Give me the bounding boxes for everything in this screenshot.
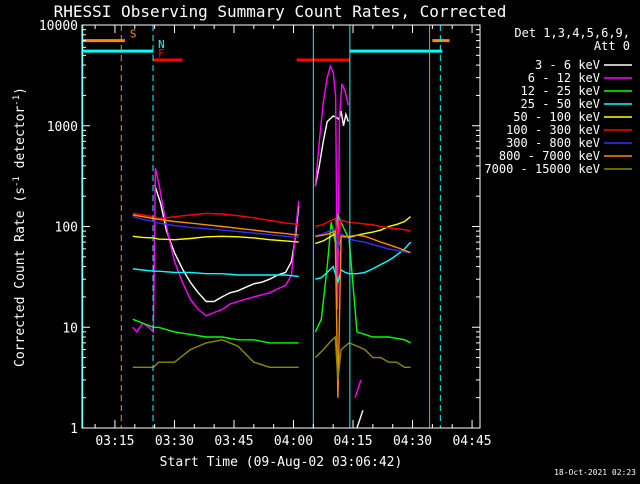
chart-title: RHESSI Observing Summary Count Rates, Co… bbox=[54, 2, 507, 21]
x-tick-label: 04:45 bbox=[452, 434, 491, 449]
flag-label-s: S bbox=[130, 28, 137, 41]
legend-label-7000-15000-kev: 7000 - 15000 keV bbox=[484, 162, 600, 176]
flag-label-f: F bbox=[158, 47, 165, 60]
y-tick-label: 1000 bbox=[47, 120, 78, 135]
x-tick-label: 03:45 bbox=[214, 434, 253, 449]
y-tick-label: 10 bbox=[62, 321, 78, 336]
series-line-300-800-kev bbox=[132, 216, 411, 254]
legend-label-12-25-kev: 12 - 25 keV bbox=[521, 84, 600, 98]
legend-label-300-800-kev: 300 - 800 keV bbox=[506, 136, 600, 150]
series-line-800-7000-kev bbox=[132, 214, 411, 398]
y-axis-label: Corrected Count Rate (s-1 detector-1) bbox=[12, 87, 28, 367]
legend-label-50-100-kev: 50 - 100 keV bbox=[513, 110, 600, 124]
y-tick-label: 100 bbox=[55, 221, 78, 236]
series-line-12-25-kev bbox=[132, 212, 411, 344]
legend-label-25-50-kev: 25 - 50 keV bbox=[521, 97, 600, 111]
footer-timestamp: 18-Oct-2021 02:23 bbox=[554, 468, 636, 477]
legend-label-6-12-kev: 6 - 12 keV bbox=[528, 71, 600, 85]
flag-label-n: N bbox=[158, 38, 165, 51]
legend-header-attenuator: Att 0 bbox=[594, 39, 630, 53]
series-line-3-6-kev bbox=[153, 110, 364, 428]
x-tick-label: 03:15 bbox=[95, 434, 134, 449]
series-line-100-300-kev bbox=[132, 212, 411, 243]
legend-header-detectors: Det 1,3,4,5,6,9, bbox=[514, 26, 630, 40]
series-line-25-50-kev bbox=[132, 241, 412, 285]
x-axis-label: Start Time (09-Aug-02 03:06:42) bbox=[160, 455, 403, 470]
legend-label-3-6-kev: 3 - 6 keV bbox=[535, 58, 600, 72]
x-tick-label: 04:30 bbox=[393, 434, 432, 449]
y-tick-label: 1 bbox=[70, 422, 78, 437]
legend-label-800-7000-kev: 800 - 7000 keV bbox=[499, 149, 600, 163]
y-tick-label: 10000 bbox=[39, 19, 78, 34]
x-tick-label: 04:15 bbox=[333, 434, 372, 449]
series-line-6-12-kev bbox=[132, 64, 362, 398]
x-tick-label: 04:00 bbox=[274, 434, 313, 449]
legend-label-100-300-kev: 100 - 300 keV bbox=[506, 123, 600, 137]
x-tick-label: 03:30 bbox=[155, 434, 194, 449]
